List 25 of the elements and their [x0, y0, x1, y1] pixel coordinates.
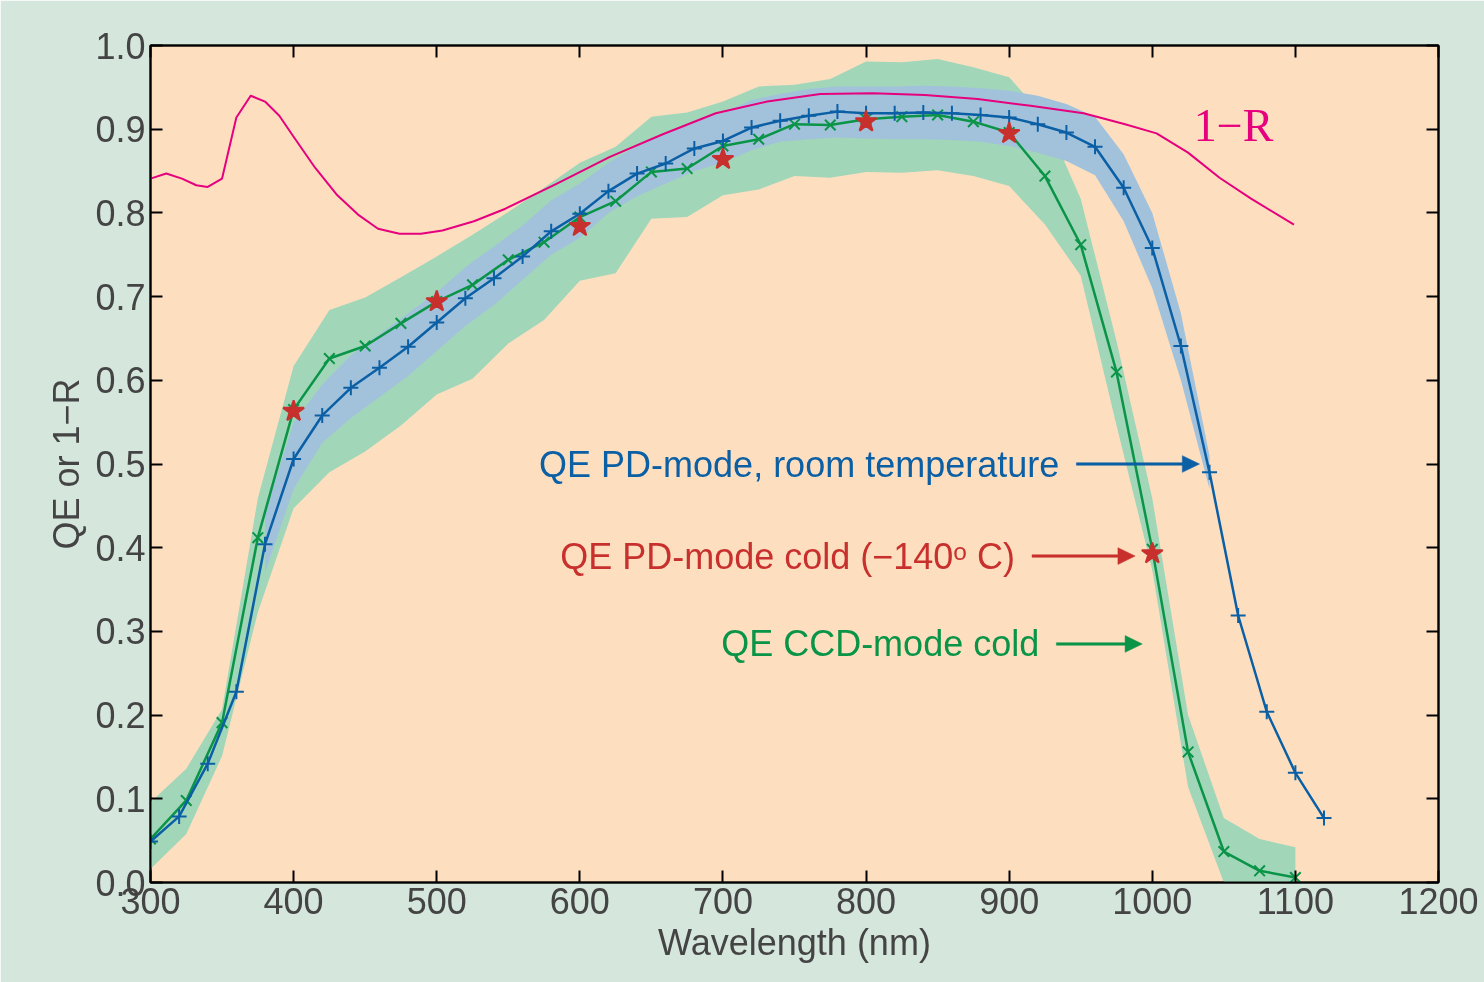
y-tick-label: 0.7	[95, 276, 146, 318]
x-tick-label: 400	[263, 880, 324, 922]
x-tick-label: 700	[692, 880, 753, 922]
x-tick-label: 600	[549, 880, 610, 922]
legend-label: QE PD-mode, room temperature	[539, 443, 1060, 485]
x-tick-label: 1200	[1398, 880, 1479, 922]
y-tick-label: 0.8	[95, 192, 146, 234]
y-tick-label: 0.6	[95, 360, 146, 402]
legend-label: QE PD-mode cold (−140ᵒ C)	[560, 535, 1015, 577]
y-tick-label: 0.3	[95, 611, 146, 653]
x-tick-label: 900	[979, 880, 1040, 922]
y-tick-label: 0.9	[95, 109, 146, 151]
y-tick-label: 0.4	[95, 527, 146, 569]
x-axis-title: Wavelength (nm)	[658, 921, 931, 963]
x-tick-label: 500	[406, 880, 467, 922]
y-tick-label: 1.0	[95, 25, 146, 67]
y-tick-label: 0.1	[95, 778, 146, 820]
series-label: 1−R	[1193, 99, 1274, 151]
x-tick-label: 1100	[1256, 880, 1335, 922]
y-axis-title: QE or 1−R	[46, 378, 88, 550]
x-tick-label: 1000	[1112, 880, 1193, 922]
y-tick-label: 0.5	[95, 444, 146, 485]
y-tick-label: 0.2	[95, 695, 146, 737]
legend-label: QE CCD-mode cold	[721, 623, 1040, 665]
x-tick-label: 800	[836, 880, 897, 922]
